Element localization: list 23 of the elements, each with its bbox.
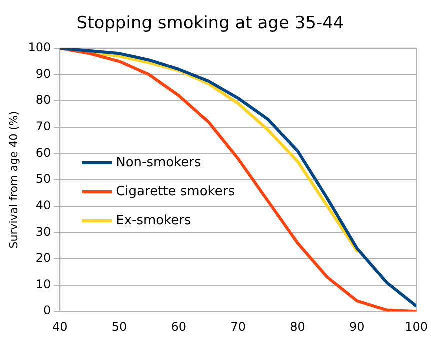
x-tick-label: 40 (52, 320, 68, 334)
y-tick-label: 70 (36, 119, 52, 134)
y-tick-label: 80 (36, 93, 52, 108)
chart-title: Stopping smoking at age 35-44 (76, 14, 344, 34)
y-tick-label: 50 (36, 172, 52, 186)
y-tick-label: 60 (36, 146, 52, 160)
legend-label: Non-smokers (116, 155, 202, 170)
y-axis-title: Survival from age 40 (%) (7, 111, 20, 249)
x-tick-label: 100 (405, 320, 428, 334)
y-tick-label: 90 (36, 66, 52, 81)
x-tick-label: 60 (171, 320, 187, 334)
x-tick-label: 50 (112, 320, 128, 334)
x-tick-label: 70 (230, 320, 246, 334)
legend-label: Ex-smokers (116, 213, 192, 228)
y-tick-label: 30 (36, 224, 52, 239)
y-tick-label: 0 (43, 304, 52, 318)
x-tick-label: 80 (290, 320, 306, 334)
legend-label: Cigarette smokers (116, 184, 236, 200)
y-tick-label: 40 (36, 198, 52, 212)
x-tick-label: 90 (350, 320, 365, 334)
y-tick-label: 20 (36, 251, 52, 266)
y-tick-label: 10 (36, 277, 52, 292)
y-tick-label: 100 (28, 40, 52, 55)
